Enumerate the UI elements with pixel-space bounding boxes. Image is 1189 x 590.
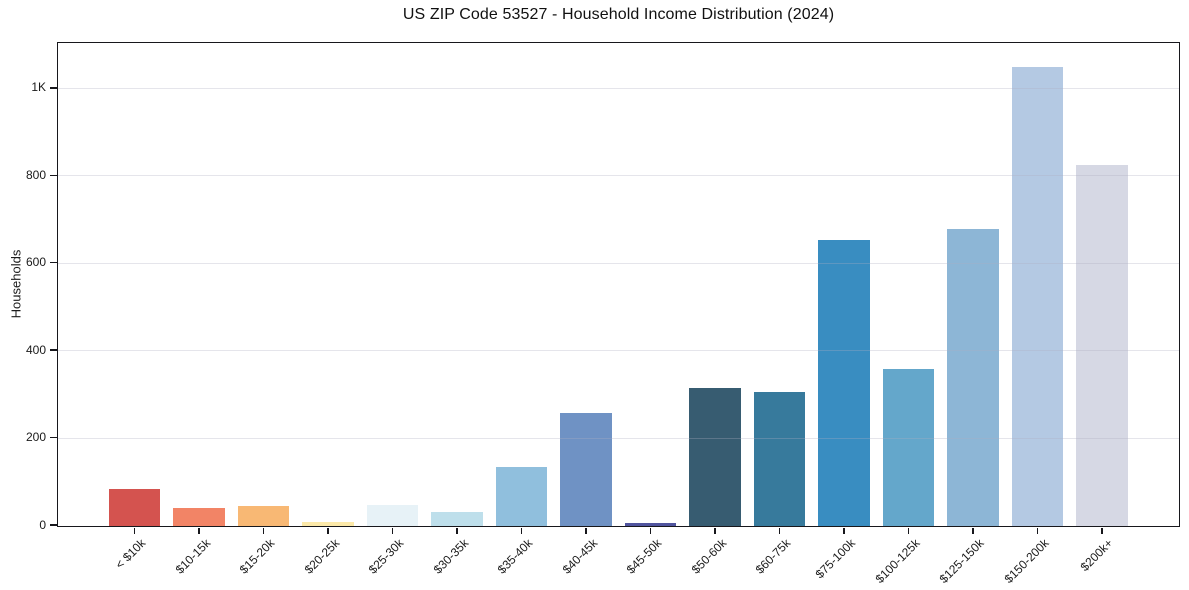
y-tick-1k (50, 87, 57, 89)
bar-150-200k (1011, 67, 1064, 526)
x-tick-10k (133, 527, 136, 534)
gridline-800 (58, 175, 1179, 177)
x-tick-200k (1101, 527, 1103, 534)
y-tick-label-800: 800 (25, 167, 46, 182)
x-tick-label-40-45k: $40-45k (559, 536, 600, 577)
bar-15-20k (237, 505, 290, 526)
y-tick-label-1k: 1K (31, 80, 46, 95)
bar-60-75k (753, 391, 806, 526)
x-tick-125-150k (972, 527, 974, 534)
x-tick-label-45-50k: $45-50k (623, 536, 665, 577)
bar-200k (1076, 164, 1128, 526)
y-tick-label-400: 400 (25, 342, 46, 357)
bar-25-30k (366, 505, 419, 526)
chart-title: US ZIP Code 53527 - Household Income Dis… (402, 6, 835, 23)
bar-45-50k (624, 522, 677, 526)
bar-125-150k (947, 228, 999, 526)
x-tick-10-15k (198, 527, 200, 534)
x-tick-35-40k (520, 527, 523, 534)
x-tick-label-125-150k: $125-150k (936, 536, 987, 587)
bar-100-125k (882, 369, 935, 526)
gridline-1k (58, 87, 1179, 89)
x-tick-25-30k (391, 527, 394, 534)
bar-35-40k (495, 467, 548, 526)
x-tick-label-10k: < $10k (112, 536, 149, 572)
y-tick-600 (50, 261, 57, 264)
bar-10k (108, 488, 161, 526)
x-tick-label-150-200k: $150-200k (1001, 536, 1052, 587)
x-tick-60-75k (778, 527, 781, 534)
x-tick-50-60k (714, 527, 716, 534)
y-tick-0 (50, 524, 57, 526)
gridline-400 (58, 350, 1179, 352)
x-tick-label-200k: $200k+ (1077, 536, 1116, 574)
bar-50-60k (689, 387, 741, 526)
y-tick-label-200: 200 (25, 430, 46, 445)
x-tick-label-60-75k: $60-75k (752, 536, 794, 577)
y-tick-200 (50, 436, 57, 439)
x-tick-30-35k (456, 527, 458, 534)
bar-10-15k (173, 507, 225, 526)
y-tick-800 (50, 174, 57, 176)
x-tick-label-50-60k: $50-60k (688, 536, 729, 577)
x-tick-label-25-30k: $25-30k (365, 536, 407, 577)
bar-75-100k (818, 240, 870, 526)
x-tick-45-50k (649, 527, 652, 534)
x-tick-15-20k (262, 527, 265, 534)
x-tick-label-10-15k: $10-15k (172, 536, 213, 577)
x-tick-40-45k (585, 527, 587, 534)
bar-30-35k (431, 512, 483, 526)
x-tick-75-100k (843, 527, 845, 534)
bar-40-45k (560, 412, 612, 526)
x-tick-label-15-20k: $15-20k (236, 536, 278, 577)
gridline-200 (58, 437, 1179, 439)
x-tick-label-35-40k: $35-40k (494, 536, 536, 577)
plot-area: < $10k $10-15k $15-20k $20-25k $25-30k $30-35… (26, 42, 1180, 586)
y-tick-label-600: 600 (25, 255, 46, 270)
y-tick-400 (50, 349, 57, 351)
x-tick-100-125k (907, 527, 910, 534)
x-tick-label-30-35k: $30-35k (430, 536, 471, 577)
x-tick-label-100-125k: $100-125k (872, 536, 923, 587)
gridline-600 (58, 262, 1179, 264)
y-tick-label-0: 0 (39, 517, 46, 532)
x-tick-150-200k (1036, 527, 1039, 534)
x-tick-20-25k (327, 527, 329, 534)
x-tick-label-20-25k: $20-25k (301, 536, 342, 577)
bar-20-25k (302, 522, 354, 526)
x-tick-label-75-100k: $75-100k (812, 536, 858, 582)
